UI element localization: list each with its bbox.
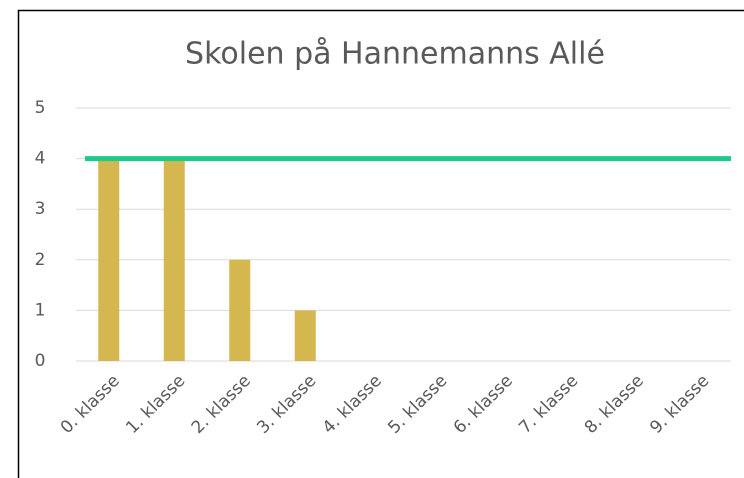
chart-frame bbox=[17, 9, 744, 478]
bar bbox=[294, 310, 316, 361]
y-tick-label: 1 bbox=[35, 300, 46, 320]
bar bbox=[98, 158, 120, 361]
y-tick-label: 5 bbox=[35, 98, 46, 118]
bar bbox=[229, 259, 251, 361]
y-tick-label: 3 bbox=[35, 199, 46, 219]
y-tick-label: 4 bbox=[35, 149, 46, 169]
bar bbox=[163, 158, 185, 361]
chart-title: Skolen på Hannemanns Allé bbox=[185, 37, 605, 72]
y-tick-label: 2 bbox=[35, 250, 46, 270]
y-tick-label: 0 bbox=[35, 351, 46, 371]
